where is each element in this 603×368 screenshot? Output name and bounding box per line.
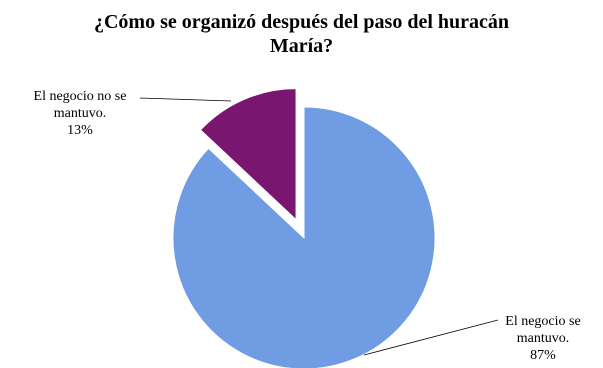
slice-label-maintained-line-1: El negocio se [505,314,581,329]
slice-label-not-maintained-pct: 13% [67,123,93,138]
slice-label-not-maintained-line-2: mantuvo. [53,106,107,121]
slice-label-maintained-pct: 87% [530,348,556,363]
leader-line-not-maintained [139,97,232,102]
chart-title: ¿Cómo se organizó después del paso del h… [0,10,603,58]
slice-label-not-maintained-line-1: El negocio no se [33,89,127,104]
slice-label-maintained-line-2: mantuvo. [516,331,570,346]
chart-title-line-1: ¿Cómo se organizó después del paso del h… [93,11,510,33]
leader-line-maintained [363,319,499,356]
pie-slice-maintained [172,106,436,368]
chart-title-line-2: María? [269,35,334,57]
slice-label-not-maintained: El negocio no se mantuvo. 13% [10,88,150,139]
slice-label-maintained: El negocio se mantuvo. 87% [488,313,598,364]
pie-slice-not-maintained [199,88,297,221]
